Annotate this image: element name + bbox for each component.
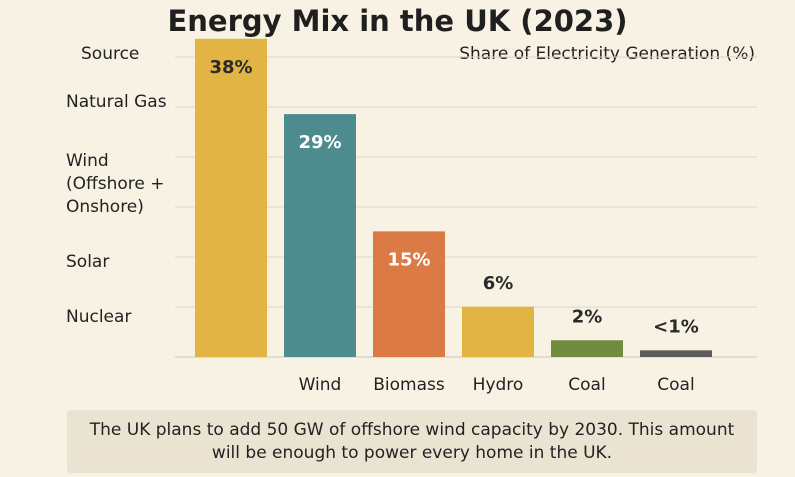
bar-0 bbox=[195, 38, 267, 357]
source-label-natural-gas: Natural Gas bbox=[66, 92, 167, 112]
footnote-text: The UK plans to add 50 GW of offshore wi… bbox=[89, 419, 735, 463]
data-label-5: <1% bbox=[653, 316, 699, 337]
category-label-1: Wind bbox=[299, 375, 342, 395]
data-label-1: 29% bbox=[298, 132, 341, 153]
category-label-3: Hydro bbox=[473, 375, 524, 395]
data-label-2: 15% bbox=[387, 249, 430, 270]
bar-4 bbox=[551, 340, 623, 357]
bar-1 bbox=[284, 114, 356, 357]
bar-5 bbox=[640, 350, 712, 357]
y-axis-label: Share of Electricity Generation (%) bbox=[459, 44, 755, 64]
footnote: The UK plans to add 50 GW of offshore wi… bbox=[67, 410, 757, 473]
bar-chart: 38% 29% Wind 15% Biomass 6% Hydro 2% Coal <1% Coal bbox=[175, 38, 757, 395]
bar-3 bbox=[462, 306, 534, 357]
data-label-0: 38% bbox=[209, 57, 252, 78]
bar-2 bbox=[373, 231, 445, 357]
source-label-wind: Wind (Offshore + Onshore) bbox=[66, 151, 165, 217]
chart-title: Energy Mix in the UK (2023) bbox=[167, 4, 628, 38]
category-label-4: Coal bbox=[568, 375, 605, 395]
source-label-solar: Solar bbox=[66, 252, 110, 272]
data-label-4: 2% bbox=[572, 306, 603, 327]
source-label-nuclear: Nuclear bbox=[66, 307, 132, 327]
category-label-5: Coal bbox=[657, 375, 694, 395]
category-label-2: Biomass bbox=[373, 375, 445, 395]
data-label-3: 6% bbox=[483, 273, 514, 294]
source-header: Source bbox=[81, 44, 140, 64]
